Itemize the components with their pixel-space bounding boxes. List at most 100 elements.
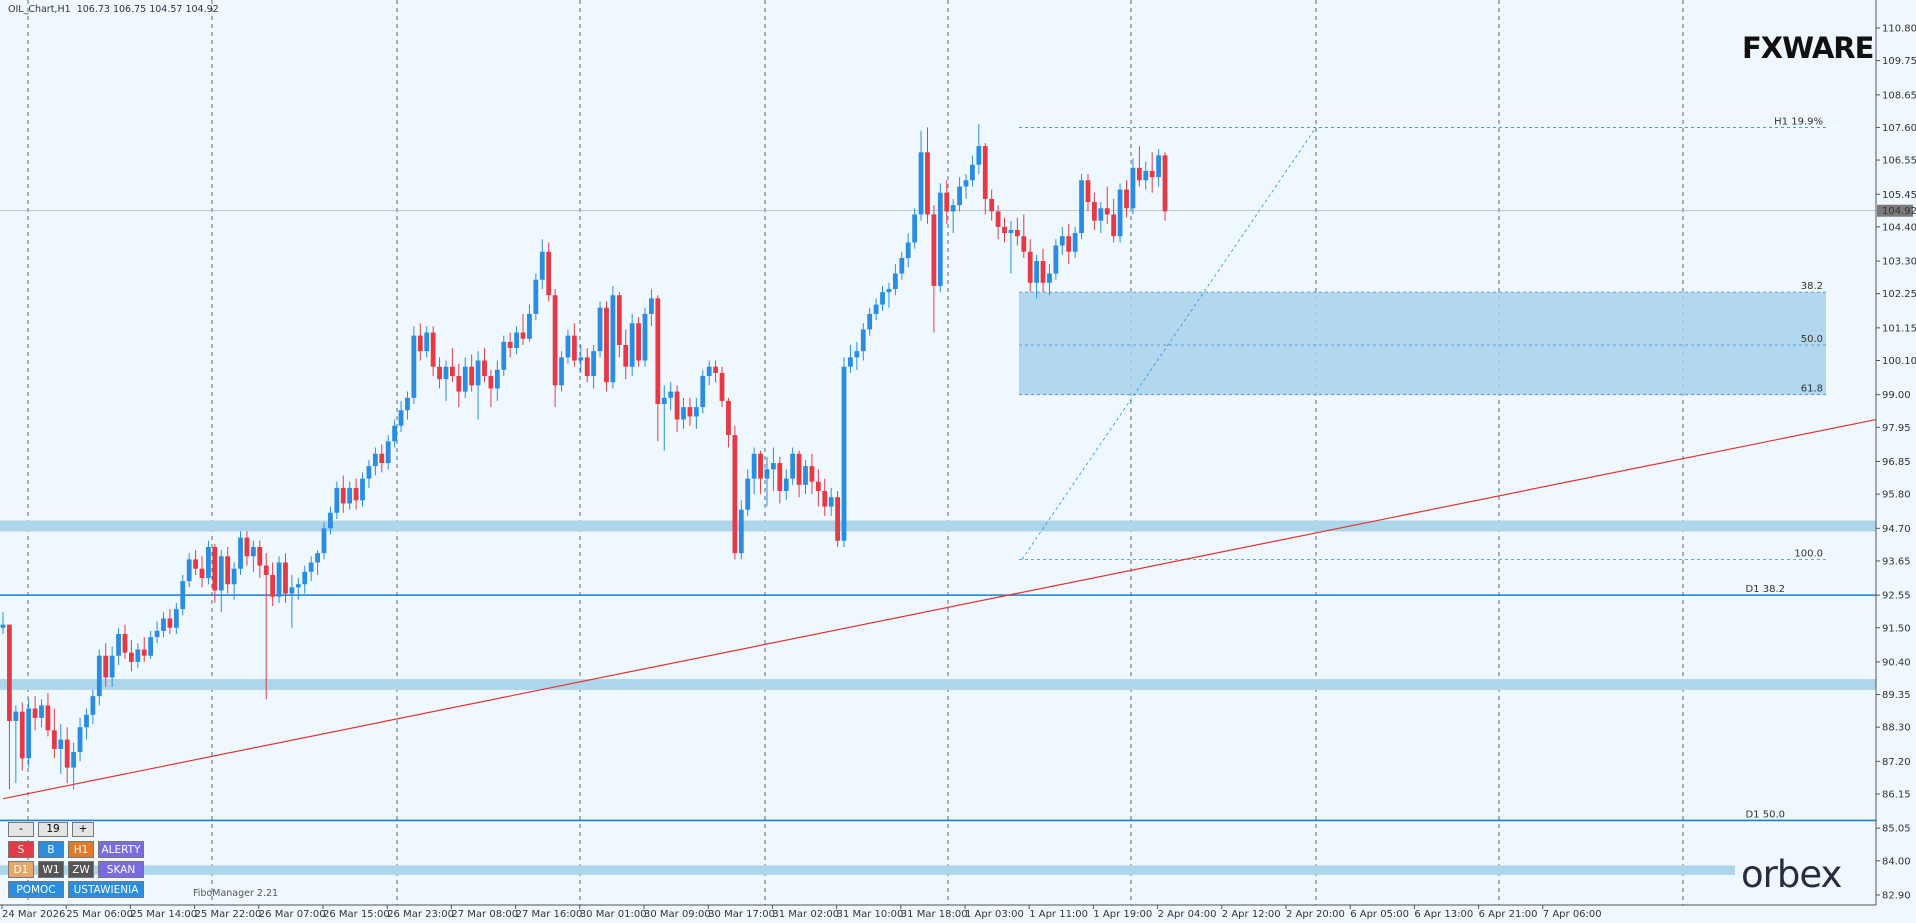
candle-body: [154, 630, 160, 638]
candle-body: [77, 727, 83, 753]
candle-body: [225, 556, 231, 585]
candle-body: [411, 335, 417, 398]
candle-body: [976, 146, 982, 165]
x-tick-label: 26 Mar 07:00: [259, 909, 326, 920]
minus-button[interactable]: -: [8, 822, 34, 837]
candle-body: [135, 649, 141, 662]
candle-body: [777, 463, 783, 492]
candle-body: [539, 251, 545, 280]
candle-body: [450, 366, 455, 377]
candle-body: [681, 407, 686, 420]
x-tick-label: 30 Mar 17:00: [708, 909, 775, 920]
y-tick-label: 95.80: [1882, 490, 1911, 501]
candle-body: [148, 637, 154, 656]
y-tick-label: 108.65: [1882, 90, 1916, 101]
scan-button[interactable]: SKAN: [98, 861, 144, 878]
candle-body: [751, 453, 757, 479]
candle-body: [456, 376, 462, 392]
candle-body: [39, 705, 44, 718]
candle-body: [1079, 180, 1084, 234]
fibo-box: H1 19.9% 38.2 50.0 61.8 100.0: [1019, 116, 1826, 560]
candle-body: [417, 335, 423, 352]
sell-button[interactable]: S: [8, 841, 34, 858]
y-tick-label: 93.65: [1882, 556, 1911, 567]
chart-header: OIL_Chart,H1 106.73 106.75 104.57 104.92: [8, 4, 219, 15]
candle-body: [790, 453, 796, 479]
ohlc-values: 106.73 106.75 104.57 104.92: [76, 4, 219, 15]
y-tick-label: 97.95: [1882, 423, 1911, 434]
x-tick-label: 27 Mar 08:00: [451, 909, 518, 920]
x-tick-label: 30 Mar 09:00: [644, 909, 711, 920]
candle-body: [206, 546, 211, 579]
candle-body: [116, 633, 121, 656]
fibo-zone: [1019, 292, 1826, 395]
candle-body: [186, 559, 192, 582]
fibo-label: 61.8: [1801, 384, 1823, 395]
y-tick-label: 86.15: [1882, 790, 1911, 801]
candle-body: [340, 487, 346, 504]
candle-body: [212, 546, 218, 591]
candle-body: [565, 335, 571, 358]
y-tick-label: 91.50: [1882, 623, 1911, 634]
buy-button[interactable]: B: [38, 841, 64, 858]
timeframe-w1-button[interactable]: W1: [38, 861, 64, 878]
timeframe-h1-button[interactable]: H1: [68, 841, 94, 858]
candles: [0, 124, 1168, 790]
candle-body: [494, 369, 500, 389]
candle-body: [623, 344, 629, 367]
current-price-tag: [1877, 204, 1913, 217]
candle-body: [360, 478, 365, 501]
y-tick-label: 99.00: [1882, 390, 1911, 401]
candle-body: [867, 313, 873, 330]
candle-body: [1156, 155, 1161, 178]
candle-body: [944, 192, 950, 212]
fibo-label: 38.2: [1801, 281, 1823, 292]
candle-body: [302, 571, 308, 585]
timeframe-d1-button[interactable]: D1: [8, 861, 34, 878]
candle-body: [405, 397, 410, 411]
candle-body: [141, 649, 147, 656]
candle-body: [719, 372, 725, 401]
plus-button[interactable]: +: [72, 822, 94, 837]
candle-body: [366, 466, 372, 479]
orbex-logo: orbex: [1741, 853, 1842, 896]
candle-body: [45, 705, 51, 731]
candle-body: [1085, 180, 1091, 203]
candle-body: [0, 624, 6, 628]
alerts-button[interactable]: ALERTY: [98, 841, 144, 858]
candle-body: [597, 307, 603, 352]
candle-body: [1098, 208, 1104, 221]
candle-body: [180, 581, 186, 610]
y-tick-label: 105.45: [1882, 190, 1916, 201]
candle-body: [1124, 189, 1129, 209]
candle-body: [693, 407, 699, 417]
candle-body: [552, 295, 558, 386]
candle-body: [71, 752, 77, 768]
candle-body: [713, 366, 719, 373]
x-tick-label: 30 Mar 01:00: [580, 909, 647, 920]
candle-body: [122, 633, 128, 653]
y-tick-label: 102.25: [1882, 289, 1916, 300]
candle-body: [809, 466, 815, 482]
candle-body: [379, 453, 385, 464]
candle-body: [950, 205, 956, 212]
candle-body: [706, 366, 712, 377]
y-tick-label: 101.15: [1882, 323, 1916, 334]
x-tick-label: 1 Apr 03:00: [965, 909, 1024, 920]
candle-body: [58, 739, 64, 749]
candle-body: [931, 214, 937, 286]
candle-body: [289, 587, 295, 594]
zw-button[interactable]: ZW: [68, 861, 94, 878]
candle-body: [822, 491, 828, 507]
candle-body: [738, 509, 744, 554]
candle-body: [244, 537, 250, 557]
x-tick-label: 27 Mar 16:00: [516, 909, 583, 920]
candle-body: [295, 584, 301, 588]
count-field[interactable]: 19: [38, 822, 68, 837]
settings-button[interactable]: USTAWIENIA: [68, 881, 144, 898]
help-button[interactable]: POMOC: [8, 881, 64, 898]
candle-body: [886, 289, 892, 293]
candle-body: [899, 257, 905, 274]
y-tick-label: 88.30: [1882, 723, 1911, 734]
